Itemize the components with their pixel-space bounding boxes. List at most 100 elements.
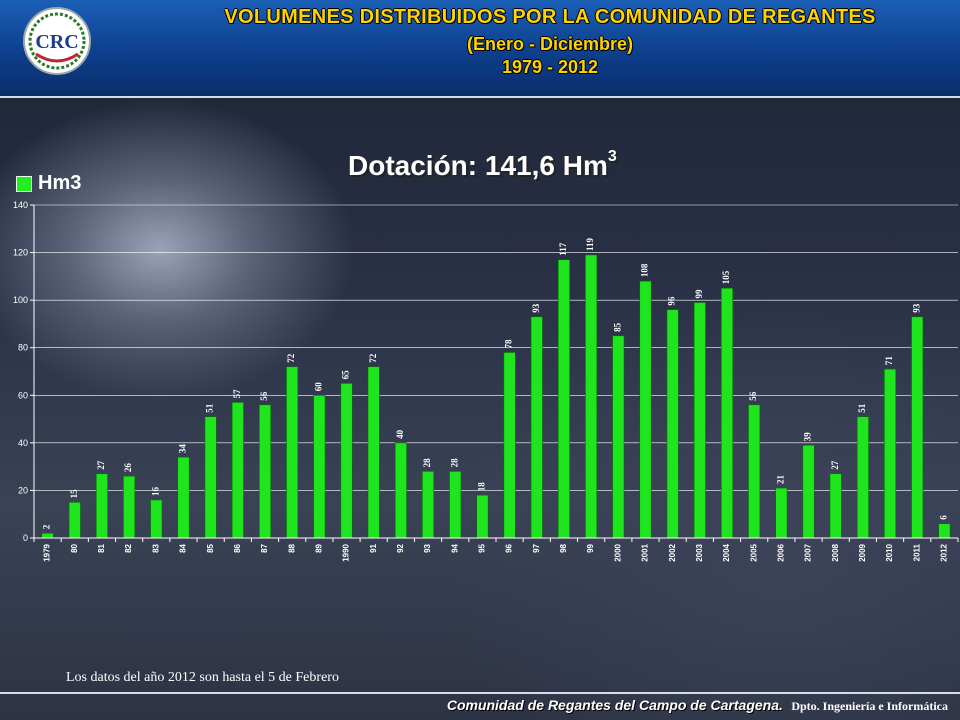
bar [367, 366, 380, 539]
x-tick-label: 2009 [858, 543, 867, 561]
x-tick-label: 1979 [43, 543, 52, 561]
footer-department: Dpto. Ingeniería e Informática [791, 699, 948, 713]
crc-logo-seal-icon: CRC [23, 7, 91, 75]
x-tick-label: 99 [586, 543, 595, 552]
y-tick-label: 60 [18, 390, 28, 400]
bar [530, 316, 543, 539]
bar [422, 471, 435, 539]
x-tick-label: 2000 [613, 543, 622, 561]
bar [41, 532, 54, 539]
bar-value-label: 28 [449, 458, 459, 468]
dotacion-superscript: 3 [607, 148, 617, 165]
x-axis-ticks: 1979 80 81 82 83 84 85 86 87 88 89 1990 91 92 93 94 95 96… [33, 538, 959, 562]
bar-value-label: 93 [911, 303, 921, 313]
x-tick-label: 86 [233, 543, 242, 552]
bar-value-label: 6 [938, 515, 948, 520]
chart-grid [34, 204, 958, 491]
bar-value-label: 28 [422, 458, 432, 468]
bar-value-label: 27 [830, 460, 840, 470]
bar [775, 487, 788, 539]
bar-value-label: 78 [504, 339, 514, 349]
bar [612, 335, 625, 539]
bar [449, 471, 462, 539]
x-tick-label: 2002 [668, 543, 677, 561]
bar-value-label: 26 [123, 463, 133, 473]
bar-value-label: 117 [558, 242, 568, 256]
y-axis-ticks: 0 20 40 60 80 100 120 140 [13, 200, 34, 543]
bar [150, 499, 163, 539]
bar-value-label: 56 [748, 391, 758, 401]
bar [748, 404, 761, 539]
y-tick-label: 80 [18, 343, 28, 353]
x-tick-label: 2001 [641, 543, 650, 561]
x-tick-label: 2003 [695, 543, 704, 561]
x-tick-label: 80 [70, 543, 79, 552]
y-tick-label: 40 [18, 438, 28, 448]
x-tick-label: 2004 [722, 543, 731, 561]
page-period: 1979 - 2012 [501, 57, 599, 77]
bar-value-label: 39 [803, 432, 813, 442]
footnote: Los datos del año 2012 son hasta el 5 de… [66, 670, 339, 685]
x-tick-label: 2005 [749, 543, 758, 561]
y-tick-label: 120 [13, 248, 28, 258]
footer-divider [0, 692, 960, 694]
footer: Comunidad de Regantes del Campo de Carta… [447, 697, 948, 715]
bar-value-label: 40 [395, 429, 405, 439]
y-tick-label: 100 [13, 295, 28, 305]
bar-value-label: 34 [178, 444, 188, 454]
x-tick-label: 2006 [776, 543, 785, 561]
x-tick-label: 85 [206, 543, 215, 552]
bar-value-label: 72 [286, 353, 296, 363]
x-tick-label: 83 [151, 543, 160, 552]
bar [938, 523, 951, 539]
x-tick-label: 81 [97, 543, 106, 552]
bar [503, 352, 516, 539]
bar [123, 475, 136, 539]
x-tick-label: 1990 [342, 543, 351, 561]
x-tick-label: 96 [505, 543, 514, 552]
x-tick-label: 91 [369, 543, 378, 552]
bar-value-label: 16 [150, 486, 160, 496]
bar-value-label: 57 [232, 389, 242, 399]
bar-value-label: 119 [585, 237, 595, 251]
bar [231, 402, 244, 539]
bar [720, 287, 734, 539]
bar [639, 280, 652, 539]
bar-value-label: 108 [640, 263, 650, 277]
chart-bars [41, 254, 951, 539]
bar [313, 394, 326, 539]
bar-value-label: 71 [884, 356, 894, 366]
x-tick-label: 97 [532, 543, 541, 552]
x-tick-label: 98 [559, 543, 568, 552]
bar-value-label: 65 [341, 370, 351, 380]
bar [856, 416, 869, 539]
bar [177, 456, 190, 539]
x-tick-label: 95 [478, 543, 487, 552]
x-tick-label: 2007 [804, 543, 813, 561]
legend-label: Hm3 [38, 172, 82, 194]
x-tick-label: 2012 [940, 543, 949, 561]
bar [666, 309, 679, 539]
title-banner: CRC VOLUMENES DISTRIBUIDOS POR LA COMUNI… [0, 0, 960, 98]
x-tick-label: 92 [396, 543, 405, 552]
dotacion-label: Dotación: 141,6 Hm3 [348, 148, 617, 182]
logo-letters: CRC [35, 31, 78, 53]
bar [911, 316, 924, 539]
bar [585, 254, 598, 539]
y-tick-label: 140 [13, 200, 28, 210]
bar-value-label: 56 [259, 391, 269, 401]
bar [557, 259, 570, 539]
x-tick-label: 82 [124, 543, 133, 552]
x-tick-label: 88 [287, 543, 296, 552]
bar [286, 366, 299, 539]
bar-value-label: 2 [42, 524, 52, 529]
dotacion-text: Dotación: 141,6 Hm [348, 150, 608, 181]
bar-value-label: 93 [531, 303, 541, 313]
x-tick-label: 87 [260, 543, 269, 552]
bar [693, 302, 706, 539]
footer-organization: Comunidad de Regantes del Campo de Carta… [446, 697, 783, 713]
bar [204, 416, 217, 539]
bar-value-label: 51 [205, 403, 215, 413]
bar [802, 444, 815, 539]
